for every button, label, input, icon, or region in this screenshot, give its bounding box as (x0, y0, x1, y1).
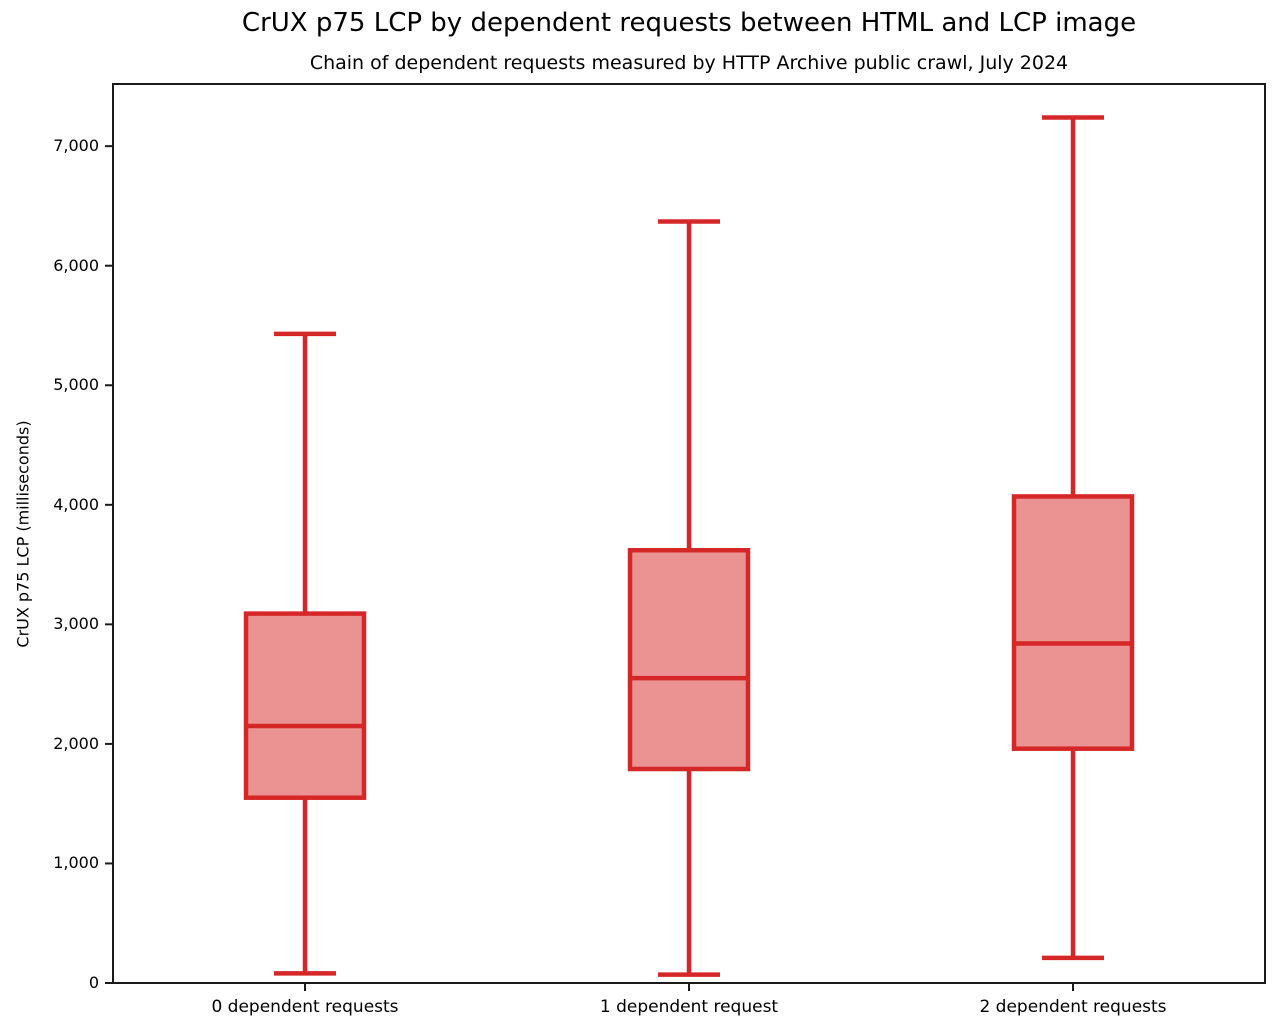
chart-title: CrUX p75 LCP by dependent requests betwe… (241, 8, 1137, 38)
x-tick-label: 2 dependent requests (979, 997, 1167, 1017)
y-tick-label: 3,000 (53, 614, 99, 634)
y-tick-label: 0 (88, 973, 99, 992)
x-tick-label: 1 dependent request (599, 997, 779, 1017)
chart-subtitle: Chain of dependent requests measured by … (309, 52, 1069, 74)
y-tick-label: 2,000 (53, 733, 99, 753)
y-tick-label: 5,000 (53, 375, 99, 395)
y-tick-label: 7,000 (53, 136, 99, 156)
box-rect (627, 547, 751, 772)
y-tick-label: 4,000 (53, 494, 99, 514)
box-rect (1011, 494, 1135, 751)
y-tick-label: 1,000 (53, 853, 99, 873)
x-tick-label: 0 dependent requests (211, 997, 399, 1017)
box-rect (243, 611, 367, 800)
y-tick-label: 6,000 (53, 255, 99, 275)
